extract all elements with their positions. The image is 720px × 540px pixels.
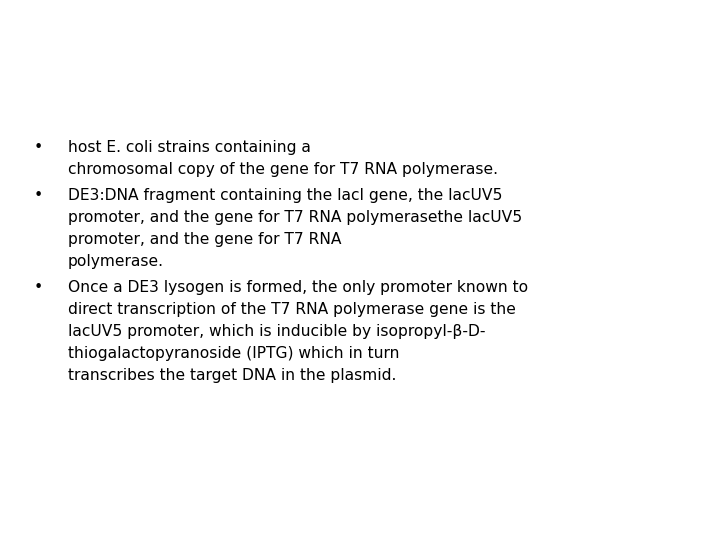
Text: lacUV5 promoter, which is inducible by isopropyl-β-D-: lacUV5 promoter, which is inducible by i… [68,324,485,339]
Text: •: • [33,140,42,155]
Text: promoter, and the gene for T7 RNA polymerasethe lacUV5: promoter, and the gene for T7 RNA polyme… [68,210,522,225]
Text: •: • [33,188,42,203]
Text: thiogalactopyranoside (IPTG) which in turn: thiogalactopyranoside (IPTG) which in tu… [68,346,400,361]
Text: Once a DE3 lysogen is formed, the only promoter known to: Once a DE3 lysogen is formed, the only p… [68,280,528,295]
Text: direct transcription of the T7 RNA polymerase gene is the: direct transcription of the T7 RNA polym… [68,302,516,317]
Text: •: • [33,280,42,295]
Text: DE3:DNA fragment containing the lacI gene, the lacUV5: DE3:DNA fragment containing the lacI gen… [68,188,503,203]
Text: polymerase.: polymerase. [68,254,164,269]
Text: promoter, and the gene for T7 RNA: promoter, and the gene for T7 RNA [68,232,341,247]
Text: transcribes the target DNA in the plasmid.: transcribes the target DNA in the plasmi… [68,368,397,383]
Text: chromosomal copy of the gene for T7 RNA polymerase.: chromosomal copy of the gene for T7 RNA … [68,162,498,177]
Text: host E. coli strains containing a: host E. coli strains containing a [68,140,311,155]
